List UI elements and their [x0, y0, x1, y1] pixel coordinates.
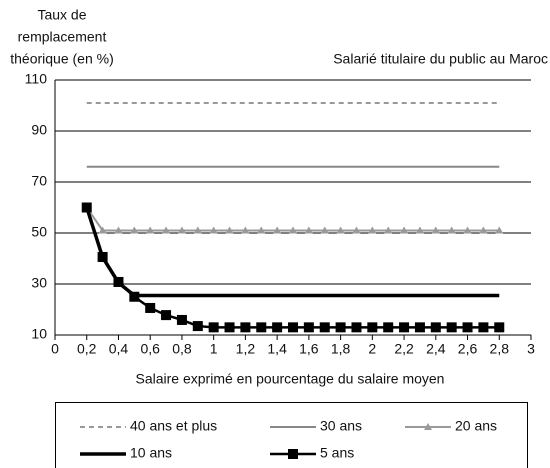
data-point [431, 226, 440, 234]
data-point [430, 322, 441, 333]
data-point [177, 226, 186, 234]
data-point [161, 310, 172, 321]
series-line [85, 206, 500, 298]
x-tick-label: 0,6 [140, 341, 160, 357]
y-axis-label: théorique (en %) [10, 51, 114, 67]
data-point [130, 226, 139, 234]
data-point [384, 226, 393, 234]
data-point [256, 322, 267, 333]
data-point [383, 322, 394, 333]
legend-label: 30 ans [320, 418, 362, 434]
y-tick-label: 50 [31, 224, 47, 240]
y-tick-label: 70 [31, 173, 47, 189]
y-tick-label: 90 [31, 122, 47, 138]
data-point [495, 226, 504, 234]
chart-title: Salarié titulaire du public au Maroc [333, 51, 548, 67]
data-point [129, 291, 140, 302]
x-tick-label: 2,4 [426, 341, 446, 357]
data-point [304, 226, 313, 234]
legend-label: 5 ans [320, 445, 354, 461]
data-point [352, 226, 361, 234]
data-point [176, 314, 187, 325]
y-axis-label: Taux de [37, 7, 86, 23]
data-point [289, 226, 297, 234]
y-tick-label: 10 [31, 326, 47, 342]
x-tick-label: 2 [368, 341, 376, 357]
data-point [446, 322, 457, 333]
data-point [303, 322, 314, 333]
data-point [479, 226, 488, 234]
data-point [288, 322, 298, 333]
legend-label: 40 ans et plus [130, 418, 217, 434]
data-point [209, 226, 218, 234]
data-point [146, 226, 155, 234]
x-tick-label: 2,8 [490, 341, 510, 357]
data-point [81, 202, 92, 213]
data-point [225, 226, 234, 234]
data-point [351, 322, 362, 333]
data-point [320, 226, 329, 234]
legend-label: 20 ans [455, 418, 497, 434]
legend-marker [288, 449, 298, 459]
x-tick-label: 1,8 [331, 341, 351, 357]
x-tick-label: 2,6 [458, 341, 478, 357]
x-tick-label: 0,8 [172, 341, 192, 357]
x-tick-label: 3 [527, 341, 535, 357]
data-point [98, 226, 107, 234]
data-point [415, 226, 424, 234]
data-point [193, 226, 202, 234]
x-tick-label: 0,4 [109, 341, 129, 357]
legend-box [55, 402, 528, 468]
data-point [447, 226, 456, 234]
data-point [478, 322, 489, 333]
legend-label: 10 ans [130, 445, 172, 461]
data-point [400, 226, 409, 234]
data-point [208, 322, 219, 333]
data-point [257, 226, 266, 234]
x-tick-label: 1,2 [236, 341, 256, 357]
data-point [272, 322, 283, 333]
data-point [368, 226, 377, 234]
data-point [367, 322, 378, 333]
legend-marker [424, 423, 432, 430]
x-axis-label: Salaire exprimé en pourcentage du salair… [136, 371, 445, 387]
data-point [414, 322, 425, 333]
data-point [145, 302, 156, 313]
data-point [336, 226, 345, 234]
x-tick-label: 2,2 [394, 341, 414, 357]
y-tick-label: 110 [25, 71, 48, 87]
data-point [462, 322, 473, 333]
data-point [399, 322, 410, 333]
x-tick-label: 1 [210, 341, 218, 357]
data-point [319, 322, 330, 333]
data-point [463, 226, 472, 234]
data-point [273, 226, 282, 234]
y-tick-label: 30 [31, 275, 47, 291]
y-axis-label: remplacement [18, 29, 107, 45]
data-point [335, 322, 346, 333]
data-point [97, 251, 108, 262]
x-tick-label: 1,4 [267, 341, 287, 357]
data-point [241, 226, 250, 234]
data-point [192, 321, 203, 332]
x-tick-label: 0 [51, 341, 59, 357]
data-point [162, 226, 171, 234]
data-point [114, 226, 123, 234]
data-point [224, 322, 235, 333]
data-point [113, 276, 124, 287]
data-point [494, 322, 505, 333]
x-tick-label: 1,6 [299, 341, 319, 357]
x-tick-label: 0,2 [77, 341, 97, 357]
data-point [240, 322, 251, 333]
